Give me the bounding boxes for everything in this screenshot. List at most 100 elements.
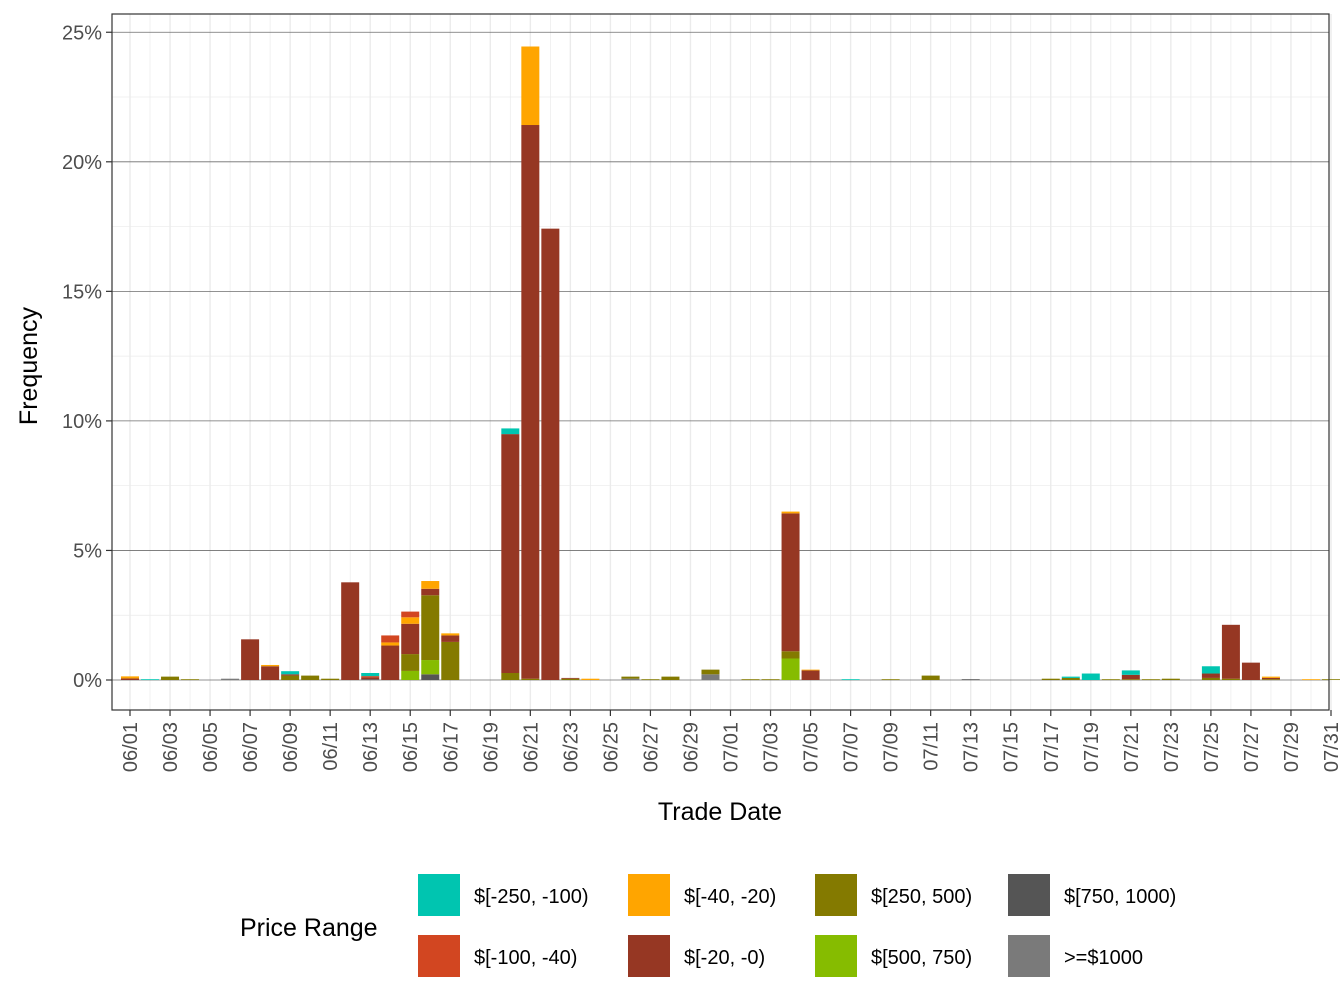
legend-swatch [418, 935, 460, 977]
bar-segment-06-21-c40_20 [521, 46, 540, 126]
x-tick-label: 06/13 [360, 722, 382, 772]
bar-segment-06-23-p250_500 [561, 678, 580, 680]
x-tick-label: 07/19 [1081, 722, 1103, 772]
x-tick-label: 06/21 [520, 722, 542, 772]
bar-segment-07-27-c20_0 [1241, 662, 1260, 680]
bar-segment-06-17-p250_500 [441, 641, 460, 680]
x-tick-label: 07/05 [801, 722, 823, 772]
bar-segment-06-30-p1000 [701, 674, 720, 680]
bar-segment-06-16-p500_750 [421, 660, 440, 675]
bar-segment-06-16-p250_500 [421, 595, 440, 661]
bar-segment-06-16-c20_0 [421, 588, 440, 596]
bar-segment-06-26-p1000 [621, 678, 640, 680]
x-tick-label: 06/23 [560, 722, 582, 772]
x-tick-label: 06/29 [680, 722, 702, 772]
x-tick-label: 06/09 [280, 722, 302, 772]
legend-swatch [815, 874, 857, 916]
bar-segment-06-01-c20_0 [121, 678, 139, 680]
legend-label: >=$1000 [1064, 947, 1143, 969]
bar-segment-06-27-p250_500 [641, 679, 660, 681]
bar-segment-06-17-c40_20 [441, 633, 460, 636]
bar-segment-07-18-c250_100 [1061, 676, 1080, 678]
bar-segment-07-17-p250_500 [1041, 678, 1060, 680]
bar-segment-07-21-c250_100 [1121, 670, 1140, 675]
bar-segment-06-13-c20_0 [361, 677, 380, 680]
y-tick-label: 15% [62, 281, 102, 303]
x-tick-label: 07/27 [1241, 722, 1263, 772]
bar-segment-07-19-c250_100 [1081, 673, 1100, 680]
x-tick-label: 06/01 [120, 722, 142, 772]
bar-segment-07-31-p250_500 [1322, 679, 1340, 681]
bar-segment-07-04-p250_500 [781, 651, 800, 659]
x-tick-label: 07/21 [1121, 722, 1143, 772]
plot-panel [112, 14, 1329, 710]
bar-segment-07-04-c40_20 [781, 511, 800, 514]
grid-layer [112, 14, 1332, 710]
bar-segment-06-17-c20_0 [441, 635, 460, 642]
x-tick-label: 06/11 [320, 722, 342, 771]
bar-segment-06-14-c100_40 [381, 635, 400, 643]
legend-swatch [1008, 874, 1050, 916]
bar-segment-06-23-c20_0 [561, 677, 580, 679]
bar-segment-07-25-c20_0 [1201, 673, 1220, 678]
y-tick-label: 20% [62, 152, 102, 174]
bar-segment-06-24-c40_20 [581, 678, 600, 680]
bar-segment-07-04-c20_0 [781, 513, 800, 652]
bar-segment-06-15-p500_750 [401, 670, 420, 680]
x-tick-label: 06/25 [600, 722, 622, 772]
bar-segment-06-06-p1000 [221, 678, 240, 680]
x-tick-label: 06/19 [480, 722, 502, 772]
bar-segment-06-16-c40_20 [421, 581, 440, 589]
x-tick-label: 06/17 [440, 722, 462, 772]
bar-segment-06-03-p250_500 [161, 676, 180, 680]
bar-segment-07-03-p250_500 [761, 679, 780, 681]
bar-segment-06-12-c20_0 [341, 582, 360, 680]
bar-segment-07-28-c40_20 [1261, 676, 1280, 678]
x-tick-label: 06/03 [160, 722, 182, 772]
bar-segment-06-21-p250_500 [521, 678, 540, 680]
bar-segment-07-05-c20_0 [801, 670, 820, 680]
x-tick-label: 07/23 [1161, 722, 1183, 772]
x-tick-label: 07/15 [1001, 722, 1023, 772]
bar-segment-07-07-c250_100 [841, 679, 860, 681]
legend-label: $[250, 500) [871, 886, 972, 908]
legend-swatch [628, 935, 670, 977]
legend-label: $[-20, -0) [684, 947, 765, 969]
bar-segment-06-14-c20_0 [381, 645, 400, 680]
legend-swatch [418, 874, 460, 916]
legend-swatch [815, 935, 857, 977]
bar-segment-06-20-c250_100 [501, 428, 520, 435]
bar-segment-07-25-c250_100 [1201, 666, 1220, 674]
x-tick-label: 07/03 [761, 722, 783, 772]
bar-segment-07-23-p250_500 [1161, 678, 1180, 680]
x-tick-label: 07/17 [1041, 722, 1063, 772]
bar-segment-07-28-p250_500 [1261, 679, 1280, 681]
bar-segment-07-11-p250_500 [921, 675, 940, 680]
legend-title: Price Range [240, 914, 378, 942]
x-tick-label: 07/25 [1201, 722, 1223, 772]
bar-segment-06-20-c20_0 [501, 434, 520, 674]
legend: Price Range $[-250, -100) $[-100, -40) $[-… [240, 874, 1176, 977]
bar-segment-06-16-p750_1000 [421, 674, 440, 680]
bar-segment-07-04-p500_750 [781, 658, 800, 680]
x-tick-label: 07/29 [1281, 722, 1303, 772]
legend-swatch [628, 874, 670, 916]
bar-segment-06-13-p750_1000 [361, 679, 380, 681]
x-tick-label: 06/05 [200, 722, 222, 772]
bar-segment-07-13-p750_1000 [961, 679, 980, 681]
bar-segment-06-07-c20_0 [241, 639, 260, 680]
bar-segment-06-08-c40_20 [261, 664, 280, 667]
bar-segment-07-09-p250_500 [881, 679, 900, 681]
bar-segment-06-20-p250_500 [501, 673, 520, 680]
bar-segment-06-22-c20_0 [541, 228, 560, 680]
bar-segment-07-25-p250_500 [1201, 677, 1220, 680]
bar-segment-07-20-p250_500 [1101, 679, 1120, 681]
x-tick-label: 06/27 [640, 722, 662, 772]
bar-segment-07-26-c20_0 [1221, 624, 1240, 679]
bar-segment-06-10-p250_500 [301, 675, 320, 680]
bar-segment-06-09-p250_500 [281, 675, 300, 680]
legend-label: $[-40, -20) [684, 886, 776, 908]
y-tick-label: 5% [73, 540, 102, 562]
